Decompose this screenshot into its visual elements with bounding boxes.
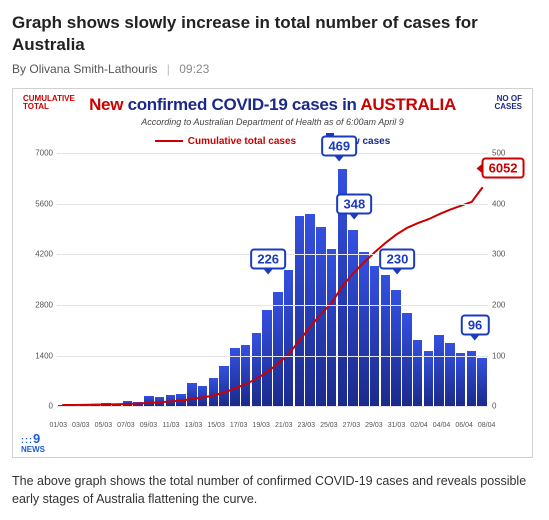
- x-label: 25/03: [318, 422, 341, 429]
- x-label: 19/03: [250, 422, 273, 429]
- x-label: 11/03: [160, 422, 183, 429]
- right-tick: 300: [492, 250, 520, 259]
- byline-prefix: By: [12, 62, 26, 76]
- x-label: 03/03: [70, 422, 93, 429]
- author: Olivana Smith-Lathouris: [29, 62, 157, 76]
- article: Graph shows slowly increase in total num…: [0, 0, 549, 520]
- left-axis-label: CUMULATIVE TOTAL: [23, 95, 63, 111]
- callout-226: 226: [250, 249, 286, 270]
- headline: Graph shows slowly increase in total num…: [12, 12, 537, 56]
- chart-title-mid: confirmed COVID-19 cases in: [123, 95, 360, 114]
- x-label: 01/03: [47, 422, 70, 429]
- legend: Cumulative total cases New cases: [23, 133, 522, 149]
- byline: By Olivana Smith-Lathouris | 09:23: [12, 62, 537, 76]
- grid-line: [57, 153, 488, 154]
- legend-cumulative: Cumulative total cases: [155, 136, 296, 147]
- line-swatch-icon: [155, 140, 183, 142]
- x-label: 27/03: [340, 422, 363, 429]
- x-label: 05/03: [92, 422, 115, 429]
- grid-line: [57, 406, 488, 407]
- x-label: 13/03: [182, 422, 205, 429]
- cumulative-line: [57, 153, 488, 406]
- right-tick: 200: [492, 300, 520, 309]
- callout-348: 348: [337, 193, 373, 214]
- chart-title-new: New: [89, 95, 123, 114]
- x-label: 08/04: [475, 422, 498, 429]
- chart-title: New confirmed COVID-19 cases in AUSTRALI…: [67, 95, 478, 115]
- x-label: 15/03: [205, 422, 228, 429]
- x-label: 17/03: [227, 422, 250, 429]
- chart-title-row: CUMULATIVE TOTAL New confirmed COVID-19 …: [23, 95, 522, 115]
- grid-line: [57, 356, 488, 357]
- caption: The above graph shows the total number o…: [12, 472, 537, 508]
- right-tick: 0: [492, 402, 520, 411]
- legend-cumulative-label: Cumulative total cases: [188, 136, 296, 147]
- grid-line: [57, 305, 488, 306]
- byline-separator: |: [167, 62, 170, 76]
- x-label: 09/03: [137, 422, 160, 429]
- x-label: 06/04: [453, 422, 476, 429]
- right-tick: 500: [492, 149, 520, 158]
- callout-469: 469: [321, 135, 357, 156]
- logo-dots-icon: :::: [21, 435, 33, 445]
- left-tick: 2800: [25, 300, 53, 309]
- left-tick: 4200: [25, 250, 53, 259]
- publish-time: 09:23: [179, 62, 209, 76]
- x-label: 02/04: [408, 422, 431, 429]
- left-tick: 5600: [25, 199, 53, 208]
- callout-96: 96: [461, 315, 489, 336]
- news-logo: :::9 NEWS: [21, 433, 45, 453]
- x-label: 21/03: [272, 422, 295, 429]
- chart-subtitle: According to Australian Department of He…: [23, 117, 522, 127]
- x-label: 07/03: [115, 422, 138, 429]
- left-tick: 7000: [25, 149, 53, 158]
- left-tick: 1400: [25, 351, 53, 360]
- x-axis: 01/0303/0305/0307/0309/0311/0313/0315/03…: [47, 422, 498, 429]
- logo-news: NEWS: [21, 445, 45, 454]
- x-label: 23/03: [295, 422, 318, 429]
- plot-area: 0140028004200560070000100200300400500226…: [57, 153, 488, 407]
- right-axis-label: NO OF CASES: [482, 95, 522, 111]
- chart-title-aus: AUSTRALIA: [360, 95, 456, 114]
- x-label: 31/03: [385, 422, 408, 429]
- chart-card: CUMULATIVE TOTAL New confirmed COVID-19 …: [12, 88, 533, 458]
- x-label: 29/03: [363, 422, 386, 429]
- callout-230: 230: [380, 249, 416, 270]
- right-tick: 400: [492, 199, 520, 208]
- left-tick: 0: [25, 402, 53, 411]
- callout-6052: 6052: [482, 158, 525, 179]
- x-label: 04/04: [430, 422, 453, 429]
- grid-line: [57, 204, 488, 205]
- right-tick: 100: [492, 351, 520, 360]
